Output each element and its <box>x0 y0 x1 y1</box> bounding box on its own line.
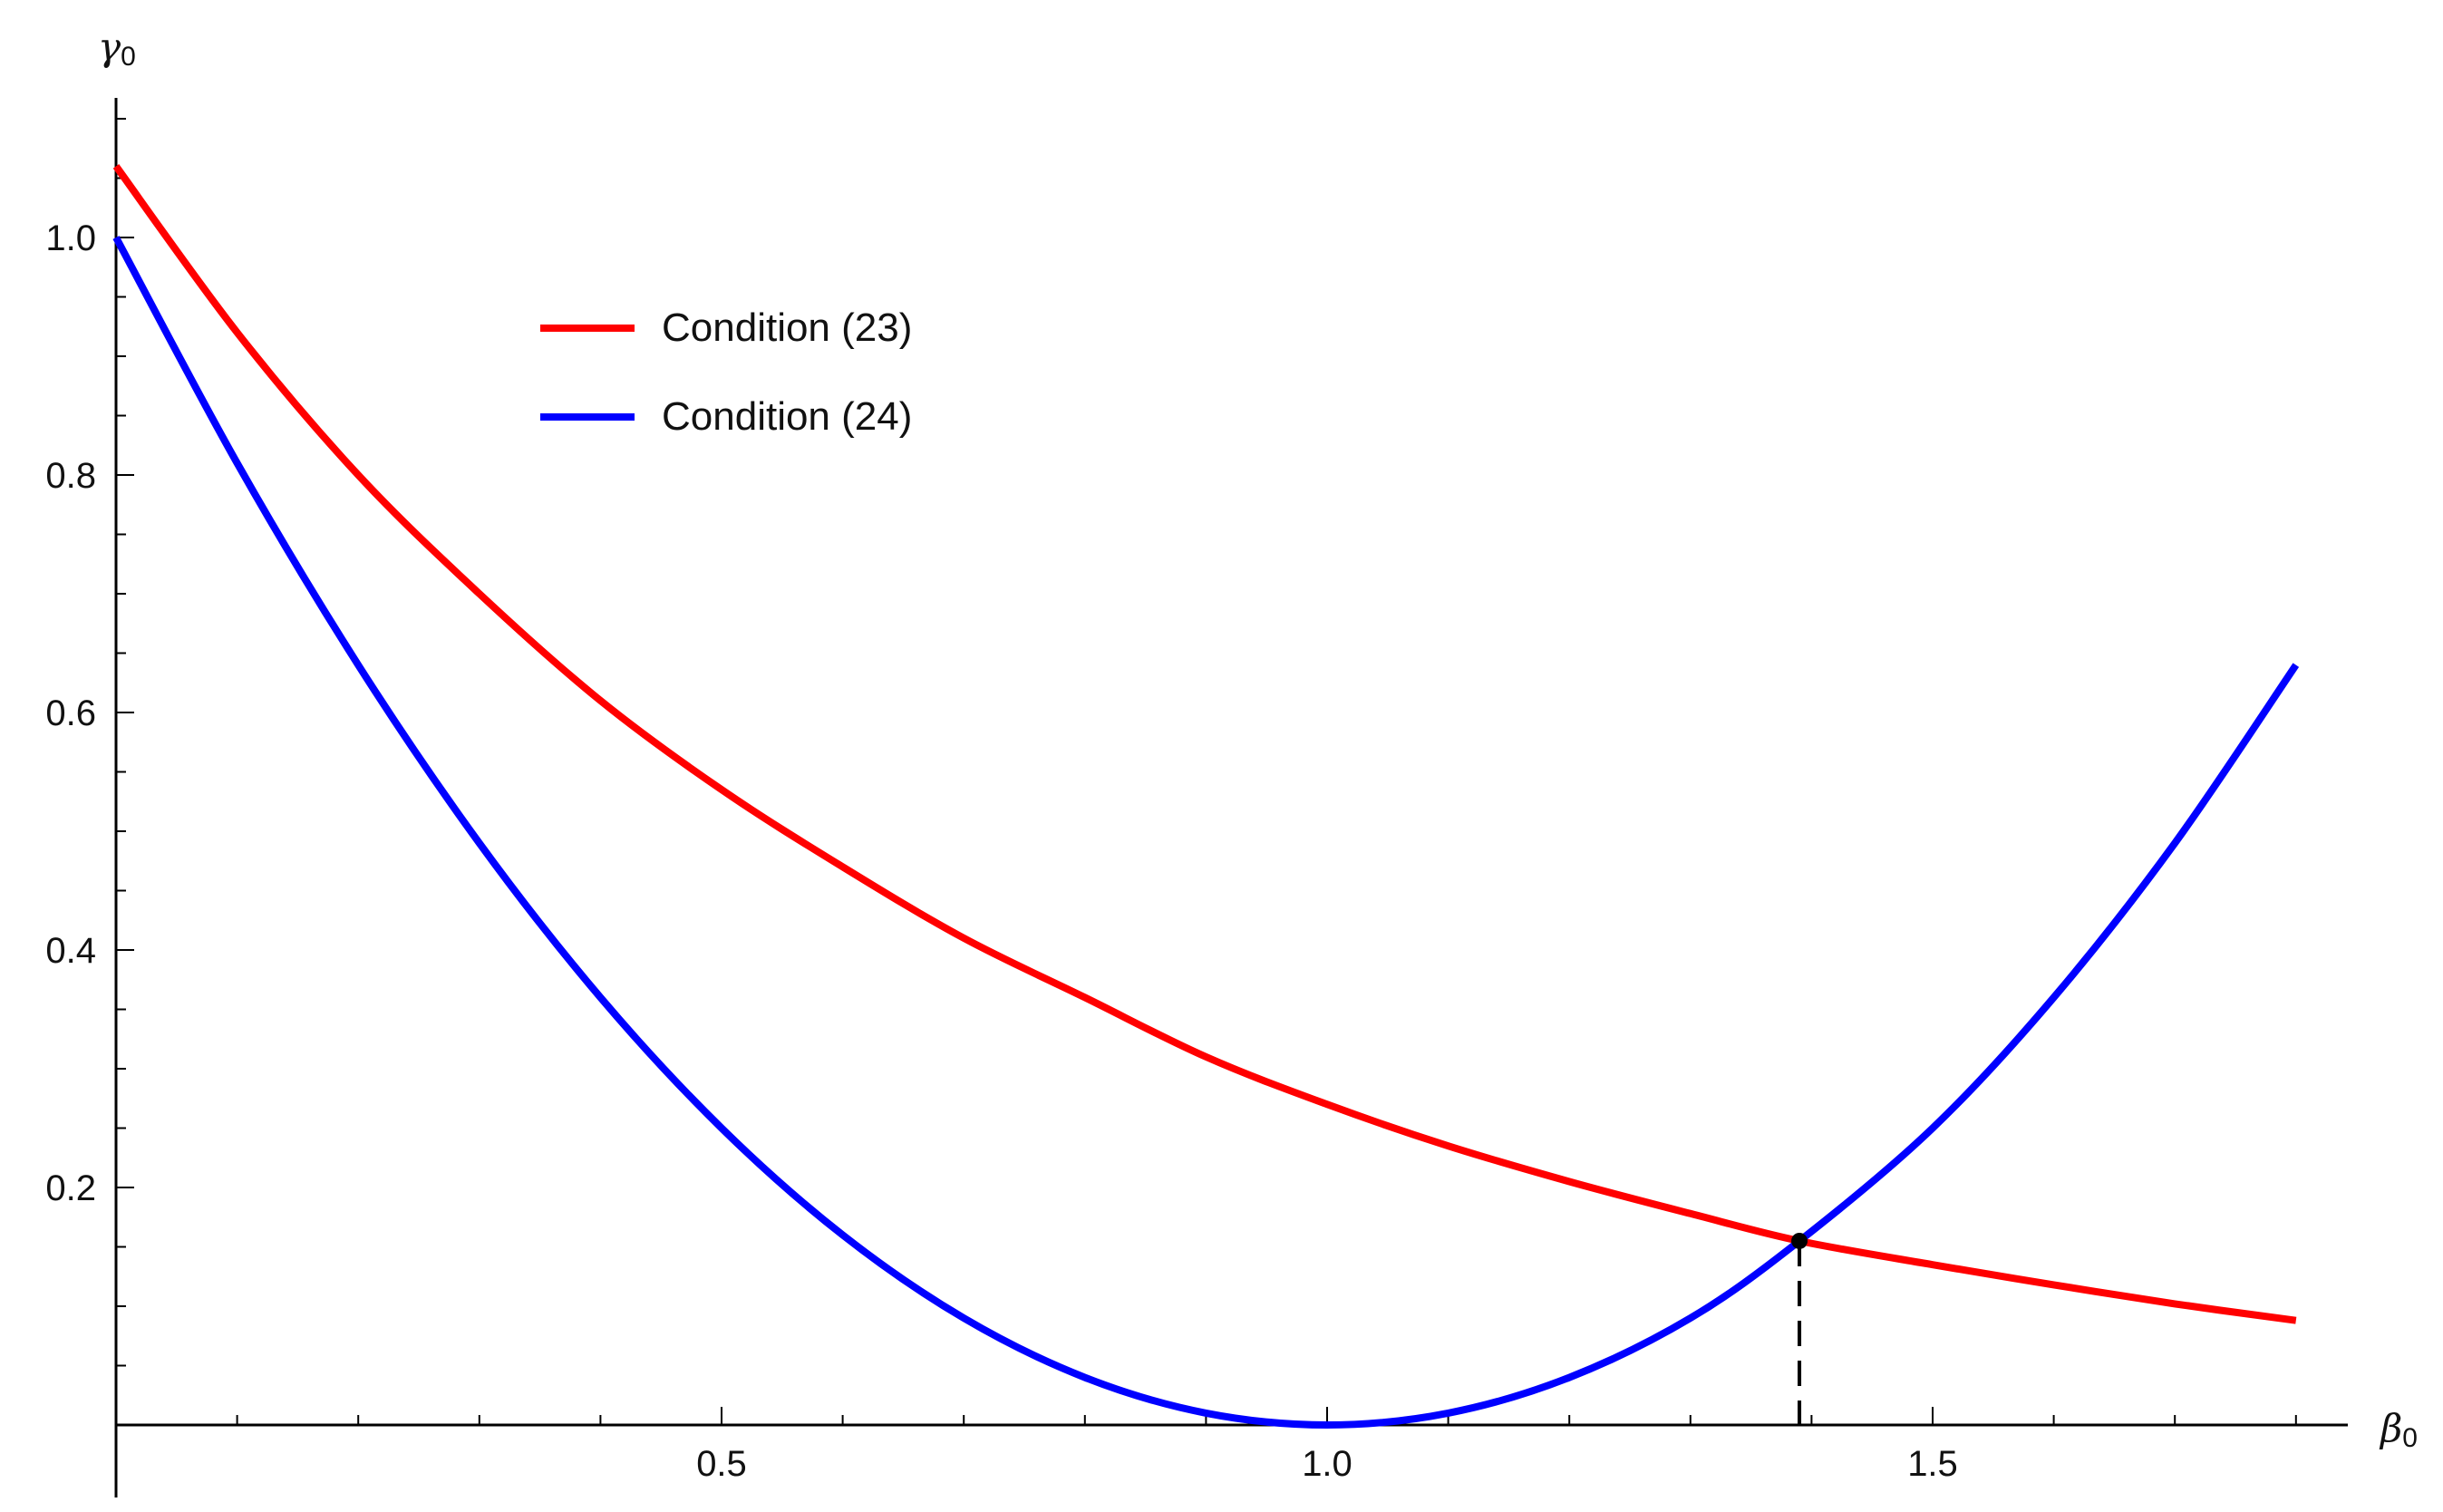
series-line-condition-23 <box>112 164 2297 1324</box>
y-tick-label: 1.0 <box>45 218 96 258</box>
intersection-point <box>1791 1232 1808 1249</box>
y-tick-label: 0.8 <box>45 456 96 496</box>
legend-label-condition-23: Condition (23) <box>662 305 912 350</box>
x-tick-label: 1.0 <box>1302 1444 1352 1484</box>
series-lines <box>112 164 2300 1429</box>
x-axis-title: β0 <box>2379 1406 2418 1453</box>
ticks: 0.5 1.0 1.5 0.2 0.4 0.6 0.8 1.0 <box>45 118 2297 1484</box>
x-tick-label: 1.5 <box>1907 1444 1958 1484</box>
x-tick-label: 0.5 <box>696 1444 747 1484</box>
y-tick-label: 0.2 <box>45 1168 96 1208</box>
y-tick-label: 0.4 <box>45 931 96 971</box>
legend: Condition (23) Condition (24) <box>540 305 912 439</box>
series-line-condition-24 <box>112 236 2300 1429</box>
legend-label-condition-24: Condition (24) <box>662 394 912 439</box>
annotations <box>1791 1232 1808 1434</box>
y-axis-title: γ0 <box>98 24 136 72</box>
axes <box>114 98 2348 1497</box>
y-tick-label: 0.6 <box>45 693 96 733</box>
